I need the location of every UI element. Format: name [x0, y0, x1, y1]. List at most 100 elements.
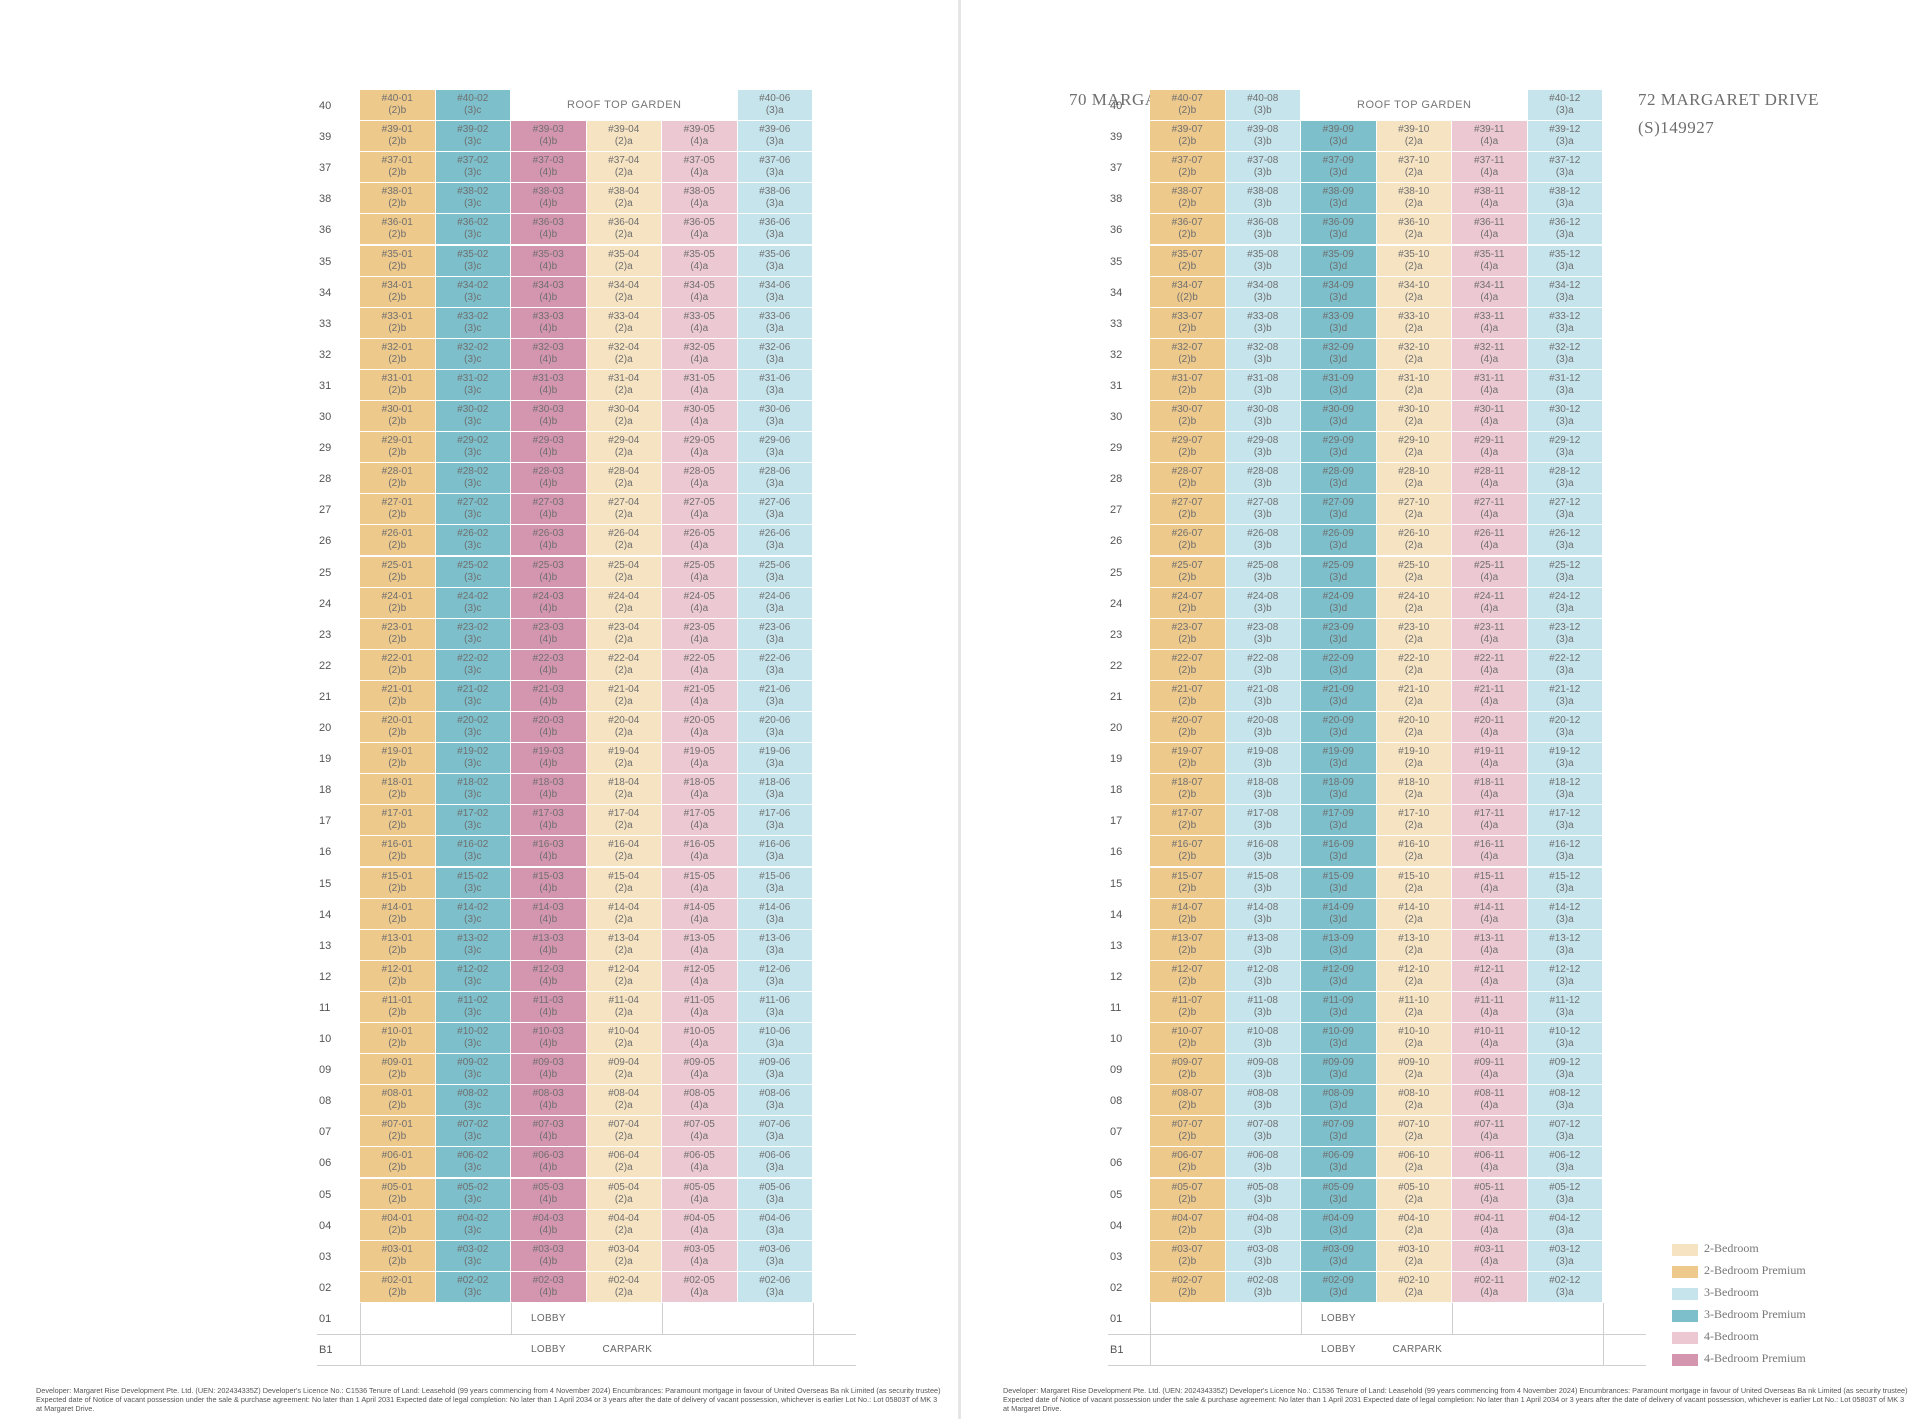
unit-cell: #24-08 (3)b: [1225, 587, 1301, 619]
unit-number: #23-07: [1171, 621, 1203, 633]
unit-cell: #39-07 (2)b: [1150, 121, 1226, 153]
unit-type: (2)b: [388, 975, 407, 987]
unit-number: #31-06: [759, 372, 791, 384]
unit-cell: #31-03 (4)b: [511, 369, 587, 401]
unit-cell: #30-06 (3)a: [737, 401, 813, 433]
unit-cell: #37-01 (2)b: [360, 152, 436, 184]
unit-number: #12-01: [381, 963, 413, 975]
unit-type: (2)b: [388, 1131, 407, 1143]
unit-cell: #17-02 (3)c: [435, 805, 511, 837]
unit-type: (3)a: [1555, 1224, 1574, 1236]
unit-cell: #02-09 (3)d: [1301, 1271, 1377, 1303]
unit-cell: #36-07 (2)b: [1150, 214, 1226, 246]
unit-type: (3)d: [1329, 820, 1348, 832]
unit-cell: #35-04 (2)a: [586, 245, 662, 277]
unit-type: (2)b: [388, 105, 407, 117]
unit-type: ((2)b: [1176, 291, 1198, 303]
unit-number: #16-06: [759, 839, 791, 851]
unit-number: #05-02: [457, 1181, 489, 1193]
roof-top-garden-label: ROOF TOP GARDEN: [1357, 99, 1472, 111]
unit-number: #38-01: [381, 186, 413, 198]
unit-number: #09-04: [608, 1057, 640, 1069]
unit-type: (4)a: [1480, 758, 1499, 770]
unit-type: (4)b: [539, 1038, 558, 1050]
unit-type: (2)b: [1178, 1038, 1197, 1050]
unit-type: (2)b: [1178, 695, 1197, 707]
unit-cell: #09-10 (2)a: [1376, 1054, 1452, 1086]
unit-type: (3)a: [1555, 229, 1574, 241]
unit-type: (4)a: [1480, 1069, 1499, 1081]
unit-number: #22-09: [1322, 652, 1354, 664]
unit-number: #20-01: [381, 715, 413, 727]
unit-cell: #19-03 (4)b: [511, 743, 587, 775]
unit-cell: #04-04 (2)a: [586, 1209, 662, 1241]
unit-number: #20-07: [1171, 715, 1203, 727]
unit-number: #26-06: [759, 528, 791, 540]
unit-cell: #29-04 (2)a: [586, 432, 662, 464]
unit-type: (2)b: [388, 820, 407, 832]
unit-number: #38-11: [1474, 186, 1505, 198]
floor-label: 39: [1110, 131, 1123, 144]
unit-cell: #28-04 (2)a: [586, 463, 662, 495]
floor-label: 39: [319, 131, 332, 144]
unit-type: (2)a: [1404, 664, 1423, 676]
floor-label: 07: [319, 1126, 332, 1139]
unit-cell: #40-02 (3)c: [435, 90, 511, 122]
unit-type: (4)b: [539, 1131, 558, 1143]
unit-number: #21-06: [759, 683, 791, 695]
unit-cell: #03-04 (2)a: [586, 1240, 662, 1272]
unit-number: #40-02: [457, 93, 489, 105]
unit-number: #37-05: [683, 155, 715, 167]
unit-number: #21-12: [1549, 683, 1581, 695]
unit-cell: #21-02 (3)c: [435, 680, 511, 712]
unit-number: #21-03: [532, 683, 564, 695]
unit-type: (3)c: [464, 416, 482, 428]
unit-type: (3)d: [1329, 1162, 1348, 1174]
unit-number: #37-02: [457, 155, 489, 167]
unit-type: (3)a: [1555, 789, 1574, 801]
floor-label: 19: [1110, 753, 1123, 766]
unit-number: #09-03: [532, 1057, 564, 1069]
unit-cell: #24-09 (3)d: [1301, 587, 1377, 619]
unit-type: (4)b: [539, 975, 558, 987]
unit-cell: #10-05 (4)a: [662, 1023, 738, 1055]
unit-cell: #23-06 (3)a: [737, 618, 813, 650]
unit-number: #26-05: [683, 528, 715, 540]
unit-number: #28-02: [457, 466, 489, 478]
unit-cell: #07-04 (2)a: [586, 1116, 662, 1148]
unit-number: #10-04: [608, 1026, 640, 1038]
unit-type: (4)a: [690, 353, 709, 365]
unit-type: (3)a: [765, 695, 784, 707]
unit-type: (4)a: [1480, 602, 1499, 614]
unit-type: (3)b: [1253, 540, 1272, 552]
unit-cell: #34-12 (3)a: [1527, 276, 1603, 308]
unit-number: #02-09: [1322, 1274, 1354, 1286]
unit-number: #12-04: [608, 963, 640, 975]
unit-type: (4)a: [690, 1224, 709, 1236]
unit-cell: #28-02 (3)c: [435, 463, 511, 495]
unit-cell: #11-04 (2)a: [586, 991, 662, 1023]
unit-type: (3)b: [1253, 633, 1272, 645]
unit-cell: #10-08 (3)b: [1225, 1023, 1301, 1055]
legend-label: 3-Bedroom: [1704, 1285, 1759, 1299]
unit-number: #30-09: [1322, 404, 1354, 416]
unit-type: (3)b: [1253, 882, 1272, 894]
unit-cell: #26-02 (3)c: [435, 525, 511, 557]
unit-type: (2)a: [1404, 758, 1423, 770]
unit-cell: #31-07 (2)b: [1150, 369, 1226, 401]
unit-cell: #13-10 (2)a: [1376, 929, 1452, 961]
unit-type: (4)b: [539, 1162, 558, 1174]
unit-number: #34-08: [1247, 279, 1279, 291]
unit-type: (3)a: [765, 198, 784, 210]
unit-cell: #36-12 (3)a: [1527, 214, 1603, 246]
unit-type: (2)b: [1178, 1069, 1197, 1081]
unit-cell: #13-08 (3)b: [1225, 929, 1301, 961]
unit-type: (2)b: [388, 322, 407, 334]
unit-type: (3)c: [464, 1286, 482, 1298]
unit-number: #12-06: [759, 963, 791, 975]
unit-number: #40-08: [1247, 93, 1279, 105]
unit-number: #27-07: [1171, 497, 1203, 509]
unit-number: #19-12: [1549, 746, 1581, 758]
floor-label: 26: [1110, 535, 1123, 548]
unit-type: (4)b: [539, 229, 558, 241]
